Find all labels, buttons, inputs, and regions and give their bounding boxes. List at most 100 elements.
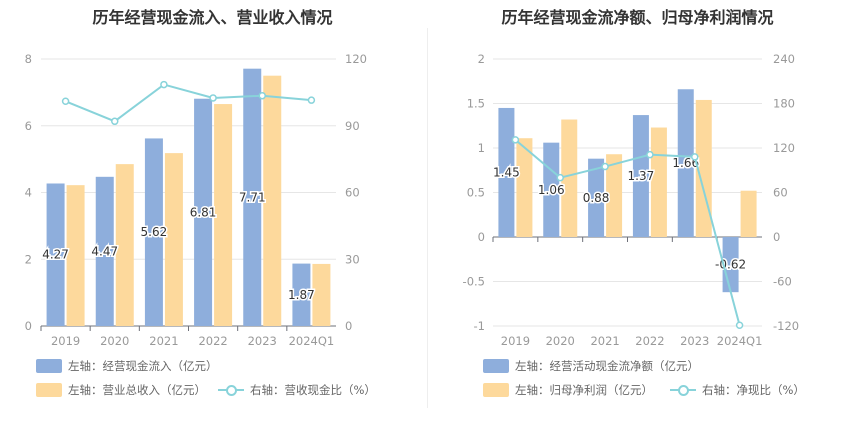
bar-cash-inflow <box>144 138 163 326</box>
right-axis-tick-label: -60 <box>773 275 792 289</box>
bar-cash-inflow <box>194 98 213 326</box>
x-axis-tick-label: 2020 <box>100 334 129 348</box>
right-axis-tick-label: -120 <box>773 319 799 333</box>
line-point <box>61 97 70 106</box>
bar-data-label: 6.81 <box>190 205 217 219</box>
bar-data-label: -0.62 <box>715 258 746 272</box>
legend-line-swatch <box>218 383 244 397</box>
right-axis-tick-label: 30 <box>345 252 360 266</box>
x-axis-tick-label: 2023 <box>680 334 709 348</box>
chart-title: 历年经营现金流入、营业收入情况 <box>92 8 333 27</box>
legend-item-net-cash-ratio[interactable]: 右轴：净现比（%） <box>670 382 805 398</box>
x-axis-tick-label: 2019 <box>501 334 530 348</box>
x-axis-tick-label: 2022 <box>635 334 664 348</box>
right-axis-tick-label: 180 <box>773 97 795 111</box>
legend-label: 左轴：营业总收入（亿元） <box>68 383 206 397</box>
bar-cash-inflow <box>292 263 311 326</box>
line-point <box>601 162 609 171</box>
line-point <box>646 150 654 159</box>
bar-cash-inflow <box>95 176 114 326</box>
legend-item-cash-inflow[interactable]: 左轴：经营现金流入（亿元） <box>36 358 218 374</box>
x-axis-tick-label: 2024Q1 <box>717 334 763 348</box>
left-axis-tick-label: 2 <box>478 52 485 66</box>
left-axis-tick-label: 1 <box>478 141 485 155</box>
left-axis-tick-label: 0 <box>25 319 32 333</box>
legend-label: 左轴：归母净利润（亿元） <box>515 383 653 397</box>
right-axis-tick-label: 60 <box>345 186 360 200</box>
line-point <box>258 91 266 100</box>
legend-item-revenue[interactable]: 左轴：营业总收入（亿元） <box>36 382 206 398</box>
bar-operating-net-cash <box>588 158 605 237</box>
legend-label: 右轴：营收现金比（%） <box>250 383 376 397</box>
legend-swatch <box>483 383 509 397</box>
left-axis-tick-label: 6 <box>25 119 32 133</box>
left-axis-tick-label: -0.5 <box>463 275 485 289</box>
bar-data-label: 1.87 <box>288 288 315 302</box>
line-point <box>209 94 217 102</box>
legend-line-swatch <box>670 383 696 397</box>
bar-revenue <box>164 153 183 326</box>
chart-title: 历年经营现金流净额、归母净利润情况 <box>501 8 774 27</box>
legend-swatch <box>483 359 509 373</box>
left-axis-tick-label: 4 <box>25 186 32 200</box>
right-axis-tick-label: 60 <box>773 186 788 200</box>
legend-swatch <box>36 383 62 397</box>
netcash-profit-chart: -1 -0.5 0 0.5 1 1.5 2 -120 -60 0 60 120 180 240 2019 1.… <box>463 52 800 348</box>
line-net-cash-ratio <box>514 139 741 326</box>
bar-data-label: 0.88 <box>583 191 610 205</box>
legend-item-revenue-cash-ratio[interactable]: 右轴：营收现金比（%） <box>218 382 376 398</box>
netcash-profit-chart-panel: 历年经营现金流净额、归母净利润情况 -1 -0.5 0 0.5 1 1.5 2 -120 -60… <box>425 0 850 437</box>
bar-revenue <box>66 185 85 326</box>
panel-divider <box>427 28 428 408</box>
bar-data-label: 7.71 <box>239 190 266 204</box>
bar-cash-inflow <box>46 183 65 326</box>
bar-revenue <box>263 75 282 326</box>
bar-cash-inflow <box>243 68 262 327</box>
line-point <box>691 153 699 161</box>
x-axis-tick-label: 2021 <box>590 334 619 348</box>
line-point <box>111 117 119 126</box>
bar-data-label: 1.45 <box>493 165 520 179</box>
legend-label: 左轴：经营活动现金流净额（亿元） <box>515 359 699 373</box>
x-axis-tick-label: 2022 <box>198 334 227 348</box>
bar-revenue <box>115 164 134 326</box>
legend-item-net-profit[interactable]: 左轴：归母净利润（亿元） <box>483 382 653 398</box>
line-revenue-cash-ratio <box>65 83 312 123</box>
x-axis-tick-label: 2024Q1 <box>289 334 335 348</box>
bar-data-label: 5.62 <box>141 225 168 239</box>
bar-net-profit <box>740 190 757 237</box>
bar-net-profit <box>516 138 533 237</box>
right-axis-tick-label: 0 <box>773 230 780 244</box>
left-axis-tick-label: 1.5 <box>467 97 485 111</box>
legend-label: 左轴：经营现金流入（亿元） <box>68 359 218 373</box>
x-axis-tick-label: 2021 <box>149 334 178 348</box>
bar-data-label: 1.06 <box>538 183 565 197</box>
legend-label: 右轴：净现比（%） <box>702 383 805 397</box>
left-axis-tick-label: 0 <box>478 230 485 244</box>
bar-data-label: 4.47 <box>91 244 118 258</box>
legend-item-operating-net-cash[interactable]: 左轴：经营活动现金流净额（亿元） <box>483 358 699 374</box>
x-axis-tick-label: 2019 <box>51 334 80 348</box>
right-axis-tick-label: 120 <box>345 52 367 66</box>
right-axis-tick-label: 120 <box>773 141 795 155</box>
bar-data-label: 1.37 <box>628 169 655 183</box>
left-axis-tick-label: 0.5 <box>467 186 485 200</box>
x-axis-tick-label: 2023 <box>248 334 277 348</box>
right-axis-tick-label: 240 <box>773 52 795 66</box>
bar-operating-net-cash <box>632 115 649 237</box>
bar-revenue <box>312 263 331 326</box>
x-axis-tick-label: 2020 <box>546 334 575 348</box>
cashflow-revenue-chart: 0 2 4 6 8 0 30 60 90 120 2019 4.27 2020 4.47 2021 5.62 2… <box>25 52 367 348</box>
legend-swatch <box>36 359 62 373</box>
left-axis-tick-label: -1 <box>474 319 485 333</box>
bar-net-profit <box>561 119 578 237</box>
line-point <box>735 321 744 330</box>
line-point <box>160 80 168 89</box>
bar-revenue <box>214 104 233 327</box>
right-axis-tick-label: 90 <box>345 119 360 133</box>
left-axis-tick-label: 8 <box>25 52 32 66</box>
left-axis-tick-label: 2 <box>25 252 32 266</box>
bar-net-profit <box>606 154 623 237</box>
cashflow-revenue-chart-panel: 历年经营现金流入、营业收入情况 0 2 4 6 8 0 30 60 90 120 2019 4.27 2… <box>25 8 376 398</box>
right-axis-tick-label: 0 <box>345 319 352 333</box>
